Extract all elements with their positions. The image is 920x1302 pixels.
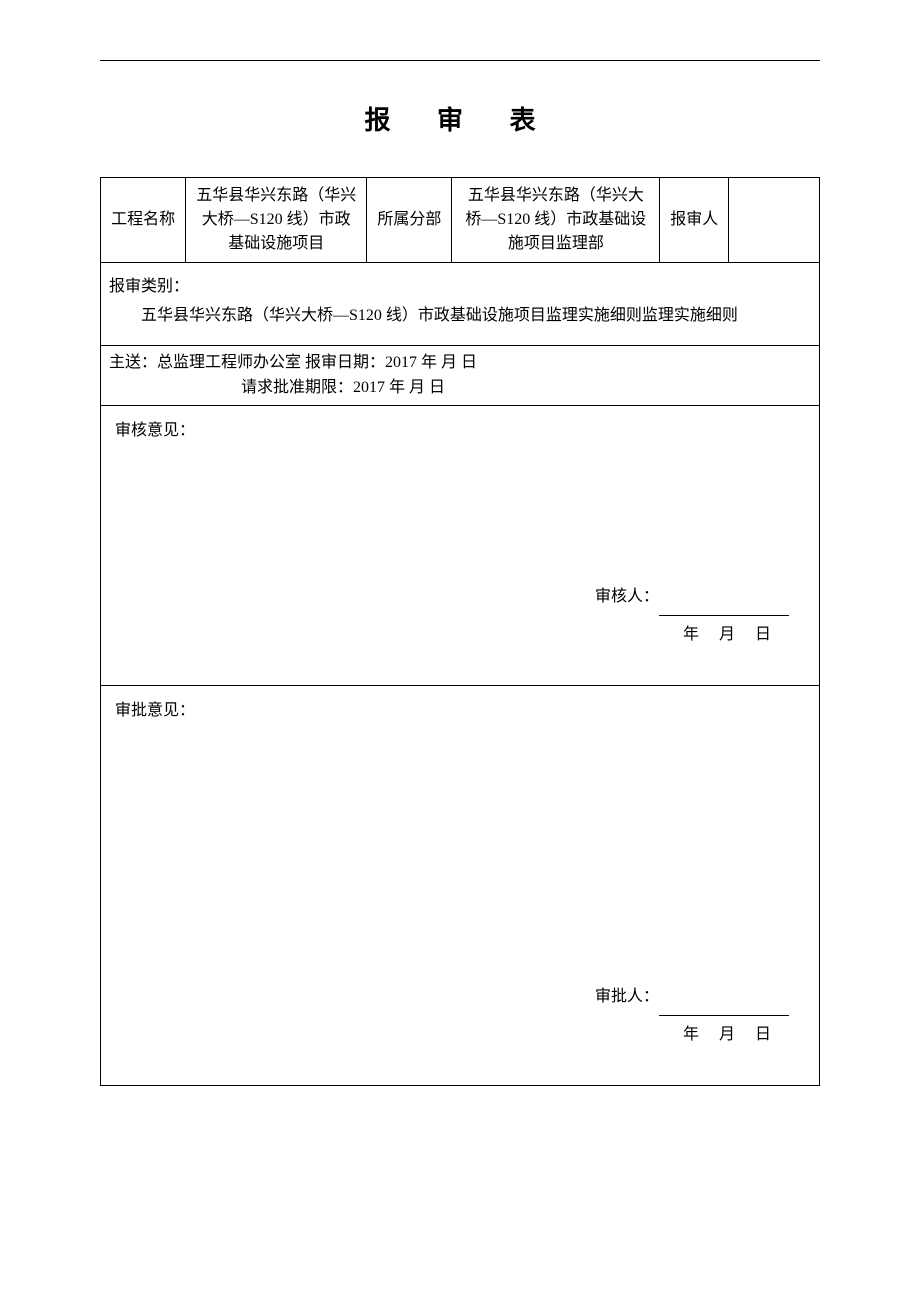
division-value: 五华县华兴东路（华兴大桥—S120 线）市政基础设施项目监理部 — [452, 178, 660, 263]
category-row: 报审类别： 五华县华兴东路（华兴大桥—S120 线）市政基础设施项目监理实施细则… — [101, 263, 820, 346]
dispatch-cell: 主送：总监理工程师办公室 报审日期：2017 年 月 日 请求批准期限：2017… — [101, 345, 820, 405]
review-signer-line: 审核人： — [595, 578, 789, 616]
approval-signer-line: 审批人： — [595, 978, 789, 1016]
dispatch-line2-label: 请求批准期限：2017 年 月 日 — [241, 379, 445, 396]
review-signer-label: 审核人： — [595, 588, 659, 605]
category-cell: 报审类别： 五华县华兴东路（华兴大桥—S120 线）市政基础设施项目监理实施细则… — [101, 263, 820, 346]
project-name-label: 工程名称 — [101, 178, 186, 263]
submitter-label: 报审人 — [660, 178, 729, 263]
division-label: 所属分部 — [367, 178, 452, 263]
dispatch-row: 主送：总监理工程师办公室 报审日期：2017 年 月 日 请求批准期限：2017… — [101, 345, 820, 405]
approval-label: 审批意见： — [115, 696, 805, 720]
category-content: 五华县华兴东路（华兴大桥—S120 线）市政基础设施项目监理实施细则监理实施细则 — [109, 302, 811, 331]
submitter-value — [729, 178, 820, 263]
header-row: 工程名称 五华县华兴东路（华兴大桥—S120 线）市政基础设施项目 所属分部 五… — [101, 178, 820, 263]
page-header-rule — [100, 60, 820, 61]
review-date: 年 月 日 — [595, 616, 789, 654]
approval-date: 年 月 日 — [595, 1016, 789, 1054]
review-row: 审核意见： 审核人： 年 月 日 — [101, 405, 820, 685]
review-cell: 审核意见： 审核人： 年 月 日 — [101, 405, 820, 685]
approval-signer-label: 审批人： — [595, 988, 659, 1005]
dispatch-line1: 主送：总监理工程师办公室 报审日期：2017 年 月 日 — [109, 350, 811, 376]
approval-row: 审批意见： 审批人： 年 月 日 — [101, 685, 820, 1085]
review-label: 审核意见： — [115, 416, 805, 440]
review-signature-block: 审核人： 年 月 日 — [595, 578, 789, 655]
form-title: 报 审 表 — [100, 100, 820, 137]
approval-cell: 审批意见： 审批人： 年 月 日 — [101, 685, 820, 1085]
dispatch-line2: 请求批准期限：2017 年 月 日 — [109, 375, 811, 401]
approval-signature-block: 审批人： 年 月 日 — [595, 978, 789, 1055]
project-name-value: 五华县华兴东路（华兴大桥—S120 线）市政基础设施项目 — [186, 178, 367, 263]
approval-form-table: 工程名称 五华县华兴东路（华兴大桥—S120 线）市政基础设施项目 所属分部 五… — [100, 177, 820, 1086]
category-label: 报审类别： — [109, 273, 811, 302]
